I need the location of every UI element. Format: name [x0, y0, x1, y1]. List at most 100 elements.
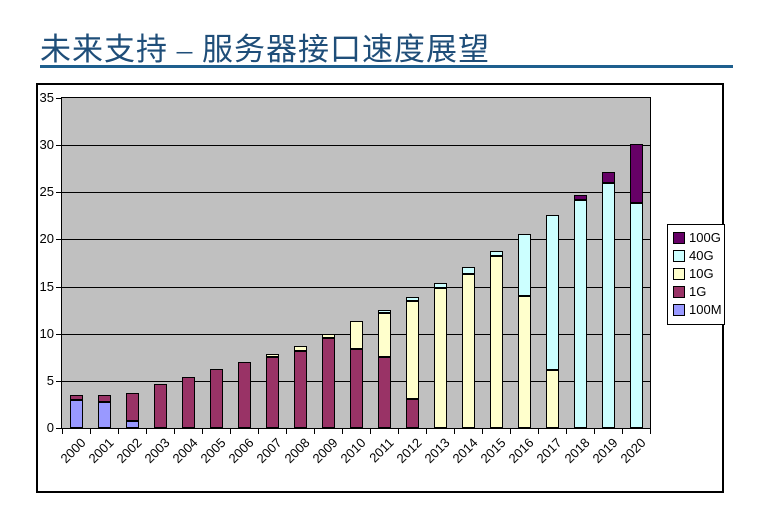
bar-2007 — [266, 98, 279, 428]
chart-legend: 100G 40G 10G 1G 100M — [667, 224, 725, 325]
bar-segment-40G — [574, 200, 587, 428]
bar-2001 — [98, 98, 111, 428]
legend-item-100M: 100M — [673, 301, 724, 319]
bar-2017 — [546, 98, 559, 428]
plot-area — [61, 97, 651, 429]
y-axis-tick-label: 35 — [39, 90, 54, 105]
bar-segment-1G — [378, 357, 391, 428]
y-axis-tick — [56, 98, 61, 99]
y-axis-tick-label: 15 — [39, 279, 54, 294]
legend-swatch-100G-icon — [673, 232, 685, 244]
bar-segment-10G — [546, 370, 559, 428]
bar-segment-1G — [182, 377, 195, 428]
bar-segment-40G — [462, 267, 475, 274]
x-axis-tick — [342, 429, 343, 434]
bar-segment-1G — [98, 395, 111, 402]
x-axis-tick — [594, 429, 595, 434]
bar-2018 — [574, 98, 587, 428]
bar-segment-40G — [490, 251, 503, 256]
bar-segment-100G — [602, 172, 615, 183]
bar-segment-40G — [406, 297, 419, 301]
x-axis-tick — [118, 429, 119, 434]
bar-segment-10G — [294, 346, 307, 351]
bar-2002 — [126, 98, 139, 428]
bar-segment-1G — [322, 338, 335, 428]
legend-swatch-10G-icon — [673, 268, 685, 280]
bar-segment-1G — [210, 369, 223, 428]
x-axis-tick — [230, 429, 231, 434]
bar-segment-100G — [630, 144, 643, 203]
bar-segment-100M — [98, 402, 111, 428]
x-axis-tick — [454, 429, 455, 434]
x-axis-tick — [258, 429, 259, 434]
bar-segment-1G — [154, 384, 167, 428]
bar-segment-1G — [294, 351, 307, 428]
title-underline — [40, 65, 733, 68]
y-axis-tick-label: 10 — [39, 326, 54, 341]
bar-2000 — [70, 98, 83, 428]
bar-segment-1G — [70, 395, 83, 400]
x-axis-tick — [622, 429, 623, 434]
bar-segment-10G — [350, 321, 363, 349]
bar-2014 — [462, 98, 475, 428]
bar-segment-40G — [378, 310, 391, 313]
x-axis-tick — [426, 429, 427, 434]
bar-2003 — [154, 98, 167, 428]
x-axis-tick — [286, 429, 287, 434]
x-axis-tick — [202, 429, 203, 434]
bar-segment-40G — [518, 234, 531, 296]
bar-segment-40G — [630, 203, 643, 428]
gridline — [62, 239, 650, 240]
bar-2019 — [602, 98, 615, 428]
y-axis-tick-label: 20 — [39, 231, 54, 246]
x-axis-tick — [314, 429, 315, 434]
legend-swatch-1G-icon — [673, 286, 685, 298]
bar-2008 — [294, 98, 307, 428]
legend-item-10G: 10G — [673, 265, 724, 283]
bar-2009 — [322, 98, 335, 428]
legend-label: 40G — [689, 248, 714, 263]
bar-segment-100M — [126, 421, 139, 428]
y-axis-tick — [56, 192, 61, 193]
bar-2013 — [434, 98, 447, 428]
x-axis-tick — [370, 429, 371, 434]
y-axis-tick-label: 5 — [46, 373, 54, 388]
bar-segment-10G — [490, 256, 503, 428]
x-axis-tick — [538, 429, 539, 434]
bar-segment-10G — [322, 334, 335, 338]
y-axis-tick — [56, 428, 61, 429]
y-axis-tick — [56, 381, 61, 382]
bar-segment-1G — [126, 393, 139, 421]
bar-segment-40G — [602, 183, 615, 428]
y-axis-tick-label: 0 — [46, 420, 54, 435]
y-axis-tick — [56, 334, 61, 335]
bar-segment-40G — [546, 215, 559, 370]
gridline — [62, 287, 650, 288]
legend-label: 100M — [689, 302, 722, 317]
bar-2020 — [630, 98, 643, 428]
y-axis-tick-label: 25 — [39, 184, 54, 199]
x-axis-tick — [566, 429, 567, 434]
bar-2011 — [378, 98, 391, 428]
bar-2015 — [490, 98, 503, 428]
y-axis-tick-label: 30 — [39, 137, 54, 152]
y-axis-tick — [56, 287, 61, 288]
bar-segment-10G — [518, 296, 531, 428]
gridline — [62, 192, 650, 193]
bar-segment-10G — [434, 288, 447, 428]
legend-label: 1G — [689, 284, 707, 299]
x-axis-tick — [482, 429, 483, 434]
x-axis-tick — [650, 429, 651, 434]
chart-frame: 100G 40G 10G 1G 100M 0 5 10 15 20 25 30 35 2000 2001 2… — [36, 83, 725, 493]
bar-segment-1G — [350, 349, 363, 428]
legend-label: 100G — [689, 230, 721, 245]
y-axis-tick — [56, 239, 61, 240]
legend-swatch-40G-icon — [673, 250, 685, 262]
bar-segment-100M — [70, 400, 83, 428]
bar-segment-10G — [406, 301, 419, 399]
gridline — [62, 145, 650, 146]
legend-swatch-100M-icon — [673, 304, 685, 316]
bar-segment-1G — [406, 399, 419, 428]
bar-2005 — [210, 98, 223, 428]
